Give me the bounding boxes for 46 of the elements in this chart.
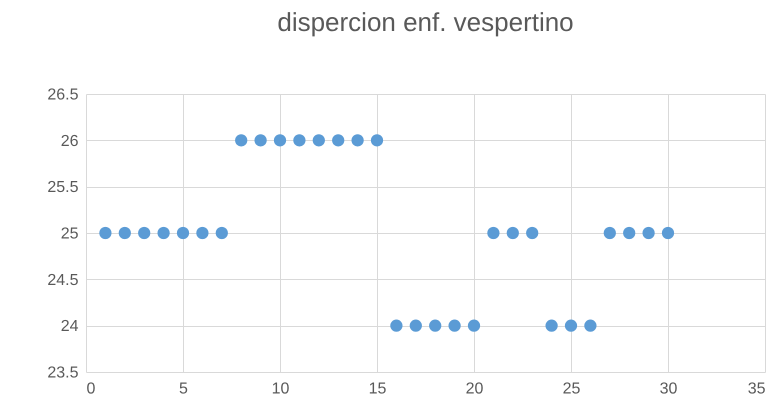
x-tick-label: 20 xyxy=(466,380,484,398)
x-tick-label: 35 xyxy=(748,380,766,398)
point xyxy=(118,226,131,240)
x-tick-label: 30 xyxy=(660,380,678,398)
y-tick-label: 25 xyxy=(60,226,79,242)
point xyxy=(370,134,384,146)
x-tick-label: 0 xyxy=(86,380,96,398)
point xyxy=(196,226,209,240)
point xyxy=(429,320,442,332)
point xyxy=(99,226,112,240)
point xyxy=(254,134,267,146)
point xyxy=(506,226,519,240)
point xyxy=(526,226,538,240)
point xyxy=(293,134,306,146)
point xyxy=(642,226,655,240)
point xyxy=(662,226,674,240)
point xyxy=(448,320,461,332)
y-tick-label: 26.5 xyxy=(47,86,79,104)
y-tick-label: 23.5 xyxy=(47,364,79,382)
point xyxy=(176,226,190,240)
point xyxy=(623,226,636,240)
point xyxy=(216,226,228,240)
x-tick-label: 10 xyxy=(272,380,290,398)
x-tick-label: 15 xyxy=(368,380,386,398)
y-tick-label: 24 xyxy=(60,318,79,336)
chart-title: dispercion enf. vespertino xyxy=(277,7,574,37)
point xyxy=(351,134,364,146)
point xyxy=(487,226,500,240)
point xyxy=(390,320,403,332)
point xyxy=(312,134,325,146)
point xyxy=(274,134,286,146)
y-tick-label: 25.5 xyxy=(47,179,79,196)
x-tick-label: 25 xyxy=(562,380,580,398)
y-tick-label: 24.5 xyxy=(47,272,79,289)
point xyxy=(235,134,248,146)
point xyxy=(410,320,422,332)
x-tick-label: 5 xyxy=(179,380,188,398)
point xyxy=(332,134,344,146)
point xyxy=(604,226,616,240)
point xyxy=(468,320,480,332)
point xyxy=(138,226,150,240)
point xyxy=(584,320,597,332)
point xyxy=(157,226,170,240)
point xyxy=(564,320,578,332)
y-tick-label: 26 xyxy=(60,132,79,150)
point xyxy=(545,320,558,332)
